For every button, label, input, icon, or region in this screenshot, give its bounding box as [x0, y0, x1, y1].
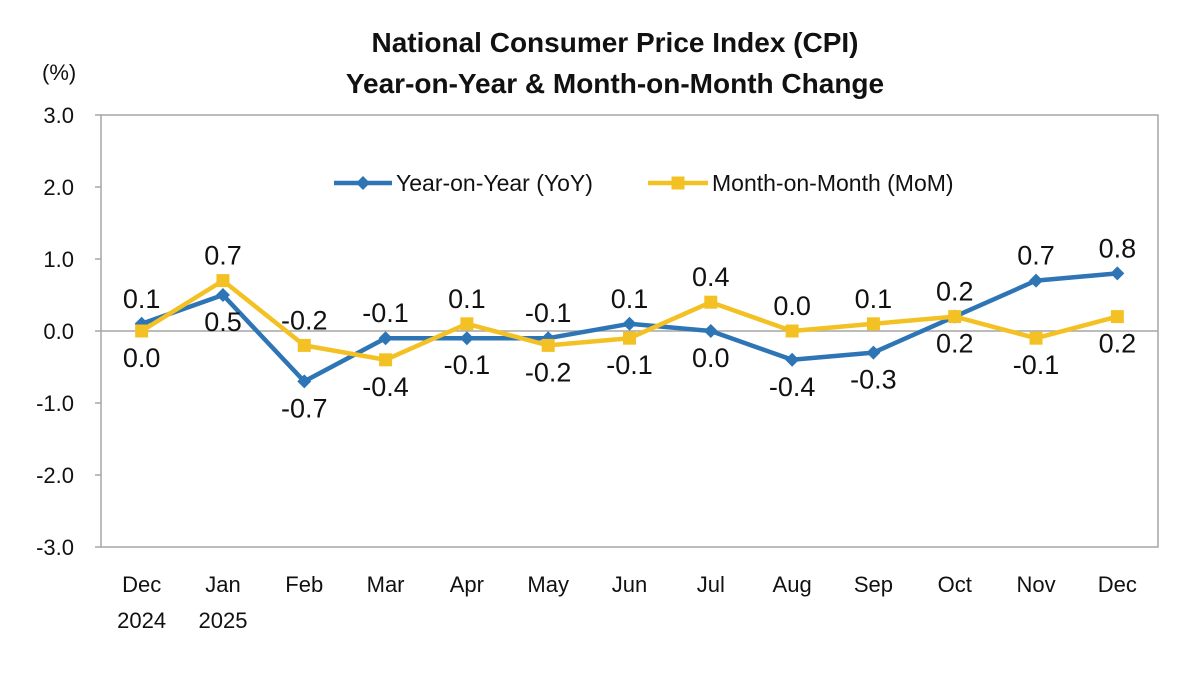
- y-tick-label: -2.0: [36, 463, 74, 488]
- yoy-data-point: [866, 345, 881, 360]
- yoy-data-label: 0.8: [1099, 233, 1137, 263]
- yoy-data-label: 0.1: [123, 284, 161, 314]
- legend-mom-marker: [671, 176, 685, 190]
- y-tick-label: 0.0: [43, 319, 74, 344]
- yoy-data-point: [297, 374, 312, 389]
- x-tick-label: Feb: [285, 572, 323, 597]
- yoy-data-point: [1110, 266, 1125, 281]
- x-tick-label: Dec: [122, 572, 161, 597]
- x-tick-label: 2025: [198, 608, 247, 633]
- yoy-data-label: -0.3: [850, 365, 897, 395]
- x-tick-label: Mar: [367, 572, 405, 597]
- x-tick-label: Jun: [612, 572, 647, 597]
- chart-title-line-2: Year-on-Year & Month-on-Month Change: [345, 68, 885, 99]
- yoy-data-point: [378, 331, 393, 346]
- mom-data-point: [866, 317, 880, 331]
- mom-data-label: 0.1: [448, 284, 486, 314]
- mom-data-label: 0.0: [773, 291, 811, 321]
- yoy-data-point: [703, 324, 718, 338]
- x-tick-label: Nov: [1016, 572, 1055, 597]
- yoy-data-label: -0.1: [362, 298, 409, 328]
- yoy-data-point: [215, 288, 230, 302]
- mom-data-point: [1110, 310, 1124, 324]
- x-tick-label: Jul: [697, 572, 725, 597]
- x-tick-label: Jan: [205, 572, 240, 597]
- mom-data-label: -0.4: [362, 372, 409, 402]
- mom-data-point: [460, 317, 474, 331]
- mom-data-label: 0.4: [692, 262, 730, 292]
- yoy-data-label: -0.4: [769, 372, 816, 402]
- mom-data-label: -0.2: [281, 305, 328, 335]
- mom-data-label: -0.1: [1013, 350, 1060, 380]
- chart-title-line-1: National Consumer Price Index (CPI): [371, 27, 859, 58]
- yoy-data-label: 0.2: [936, 329, 974, 359]
- yoy-data-label: 0.0: [692, 343, 730, 373]
- yoy-data-point: [1029, 273, 1044, 288]
- x-tick-label: Oct: [938, 572, 972, 597]
- mom-data-point: [623, 331, 636, 345]
- mom-data-label: 0.2: [936, 277, 974, 307]
- mom-data-point: [379, 353, 393, 367]
- x-tick-label: May: [527, 572, 569, 597]
- mom-data-label: 0.7: [204, 241, 242, 271]
- yoy-data-label: -0.7: [281, 393, 328, 423]
- yoy-data-point: [459, 331, 474, 346]
- yoy-data-label: 0.5: [204, 307, 242, 337]
- legend-yoy-label: Year-on-Year (YoY): [396, 170, 593, 196]
- mom-data-point: [785, 324, 799, 338]
- yoy-data-label: -0.1: [525, 298, 572, 328]
- y-tick-label: 2.0: [43, 175, 74, 200]
- mom-data-label: 0.2: [1099, 329, 1137, 359]
- mom-data-label: -0.1: [606, 350, 653, 380]
- legend-mom-label: Month-on-Month (MoM): [712, 170, 954, 196]
- legend-yoy-marker: [356, 176, 370, 190]
- mom-data-point: [1029, 331, 1043, 345]
- y-tick-label: 3.0: [43, 103, 74, 128]
- y-axis-unit-label: (%): [42, 60, 76, 85]
- y-tick-label: -3.0: [36, 535, 74, 560]
- mom-data-label: 0.0: [123, 343, 161, 373]
- mom-data-point: [704, 295, 718, 309]
- mom-data-label: -0.2: [525, 357, 572, 387]
- x-tick-label: Apr: [450, 572, 484, 597]
- mom-data-point: [135, 324, 149, 338]
- y-tick-label: 1.0: [43, 247, 74, 272]
- yoy-data-label: 0.1: [611, 284, 649, 314]
- mom-data-label: 0.1: [855, 284, 893, 314]
- yoy-data-label: 0.7: [1017, 241, 1055, 271]
- x-tick-label: Dec: [1098, 572, 1137, 597]
- y-tick-label: -1.0: [36, 391, 74, 416]
- mom-data-point: [216, 274, 230, 288]
- x-tick-label: Aug: [773, 572, 812, 597]
- x-tick-label: 2024: [117, 608, 166, 633]
- yoy-data-point: [785, 352, 800, 367]
- mom-data-point: [541, 338, 555, 352]
- x-tick-label: Sep: [854, 572, 893, 597]
- yoy-data-point: [622, 316, 637, 331]
- mom-data-point: [948, 310, 962, 324]
- mom-data-point: [297, 338, 311, 352]
- yoy-data-label: -0.1: [444, 350, 491, 380]
